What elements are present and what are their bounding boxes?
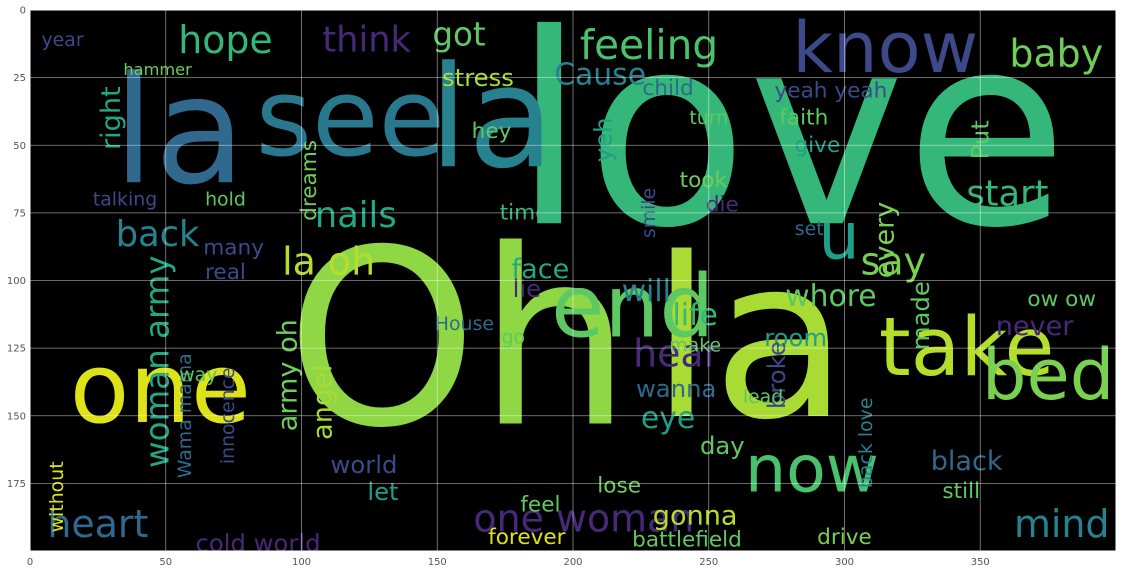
cloud-word: heart [47, 502, 148, 546]
cloud-word: die [706, 192, 739, 217]
cloud-word: feel [520, 493, 560, 518]
cloud-word: got [432, 15, 485, 53]
cloud-word: never [996, 311, 1075, 342]
cloud-word: end [551, 258, 714, 358]
cloud-word: life [672, 298, 717, 333]
cloud-word: angel [308, 365, 339, 440]
cloud-word: u [818, 200, 859, 275]
cloud-word: without [46, 461, 68, 532]
cloud-word: still [942, 479, 980, 504]
cloud-word: hey [472, 119, 512, 144]
cloud-word: made [906, 281, 935, 350]
x-tick-label: 150 [428, 557, 447, 568]
cloud-word: right [96, 86, 127, 150]
cloud-word: one woman [473, 497, 694, 541]
cloud-word: set [795, 218, 824, 240]
y-tick-label: 125 [7, 344, 26, 355]
cloud-word: year [42, 29, 84, 51]
cloud-word: now [745, 432, 879, 507]
cloud-word: Oh [286, 199, 632, 482]
cloud-word: battlefield [632, 528, 742, 553]
cloud-word: baby [1009, 31, 1103, 75]
cloud-word: broke [762, 341, 791, 409]
y-tick-label: 100 [7, 276, 26, 287]
cloud-word: lie [513, 274, 541, 303]
cloud-word: hope [178, 18, 273, 62]
cloud-word: woman army [139, 255, 177, 468]
cloud-word: back [116, 214, 200, 255]
cloud-word: la [651, 211, 849, 469]
cloud-word: face [512, 254, 570, 285]
cloud-word: yeah yeah [775, 79, 888, 104]
x-tick-label: 250 [699, 557, 718, 568]
cloud-word: day [700, 431, 745, 460]
cloud-word: ow ow [1027, 287, 1096, 312]
y-tick-label: 75 [13, 208, 26, 219]
cloud-word: go [501, 326, 525, 348]
cloud-word: took [680, 168, 728, 193]
cloud-word: real [205, 260, 246, 285]
cloud-word: eye [641, 401, 695, 436]
cloud-word: wanna [636, 374, 716, 403]
cloud-word: back love [855, 398, 877, 489]
cloud-word: whore [785, 279, 876, 314]
cloud-word: let [367, 477, 398, 506]
cloud-word: hammer [123, 60, 192, 79]
cloud-word: faith [779, 106, 828, 131]
cloud-word: black [931, 446, 1003, 477]
x-tick-label: 100 [292, 557, 311, 568]
cloud-word: hear [633, 332, 720, 376]
y-tick-label: 0 [20, 6, 26, 17]
cloud-word: House [435, 313, 494, 335]
cloud-word: lead [743, 386, 783, 408]
cloud-word: every [870, 202, 901, 279]
cloud-word: feeling [580, 21, 718, 69]
cloud-word: way [179, 364, 217, 386]
cloud-word: child [642, 76, 693, 101]
y-tick-label: 50 [13, 141, 26, 152]
cloud-word: mind [1014, 502, 1110, 546]
x-tick-label: 0 [27, 557, 33, 568]
cloud-word: start [966, 173, 1048, 214]
cloud-word: lose [597, 474, 641, 499]
x-tick-label: 300 [835, 557, 854, 568]
cloud-word: nails [315, 195, 397, 236]
cloud-word: forever [488, 525, 566, 550]
cloud-word: say [861, 240, 926, 284]
y-tick-label: 175 [7, 479, 26, 490]
cloud-word: know [792, 7, 978, 89]
cloud-word: see [256, 55, 446, 181]
y-tick-label: 150 [7, 411, 26, 422]
cloud-word: one [70, 332, 251, 445]
x-tick-label: 200 [563, 557, 582, 568]
cloud-word: yeh [588, 117, 617, 162]
cloud-word: la oh [282, 240, 375, 284]
cloud-word: many [203, 236, 264, 261]
cloud-word: world [330, 450, 397, 479]
cloud-word: cold world [196, 528, 321, 557]
y-tick-label: 25 [13, 73, 26, 84]
cloud-word: will [622, 274, 671, 309]
cloud-word: gonna [653, 500, 738, 531]
cloud-word: army oh [272, 319, 303, 431]
cloud-word: la [429, 36, 554, 200]
cloud-word: Cause [554, 57, 646, 92]
cloud-word: make [669, 334, 721, 356]
cloud-word: bed [982, 334, 1115, 416]
cloud-word: room [764, 323, 827, 352]
cloud-word: hold [205, 188, 246, 210]
cloud-word: talking [93, 188, 157, 210]
x-tick-label: 350 [971, 557, 990, 568]
axis-ticks: 0 50 100 150 200 250 300 350 0 25 50 75 100 125 150 175 [7, 6, 990, 569]
cloud-word: la [113, 45, 246, 218]
plot-frame [29, 9, 1117, 552]
cloud-word: love [512, 0, 1068, 286]
x-tick-label: 50 [159, 557, 172, 568]
cloud-word: think [322, 19, 411, 60]
